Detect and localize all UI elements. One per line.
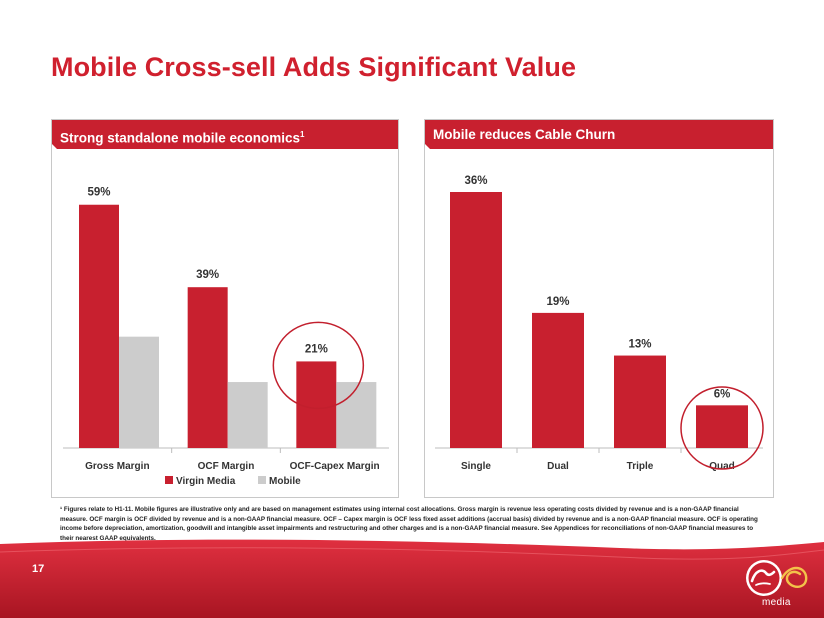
x-tick-label: Triple <box>627 461 654 472</box>
bar-virgin-media-gross-margin <box>79 204 119 448</box>
data-label-single: 36% <box>464 175 487 187</box>
bar-mobile-ocf-margin <box>227 382 268 448</box>
data-label-quad: 6% <box>714 388 731 400</box>
highlight-circle <box>680 386 764 470</box>
bar-virgin-media-ocf-capex-margin <box>296 361 337 448</box>
legend-label-mobile: Mobile <box>269 476 301 487</box>
bar-mobile-gross-margin <box>119 336 159 448</box>
bar-quad <box>696 405 748 448</box>
x-tick-label: Quad <box>709 461 735 472</box>
bar-mobile-ocf-capex-margin <box>336 382 377 448</box>
footnote: ¹ Figures relate to H1-11. Mobile figure… <box>60 506 758 542</box>
legend-swatch-virgin-media <box>165 476 173 484</box>
virgin-media-logo <box>746 560 808 596</box>
legend-swatch-mobile <box>258 476 266 484</box>
highlight-circle <box>272 321 365 410</box>
x-tick-label: OCF-Capex Margin <box>290 461 380 472</box>
left-panel-footnote-marker: 1 <box>300 130 305 139</box>
right-panel-header: Mobile reduces Cable Churn <box>425 120 773 149</box>
footer-band <box>0 539 824 618</box>
bar-single <box>450 192 502 448</box>
x-tick-label: OCF Margin <box>198 461 255 472</box>
left-panel: Strong standalone mobile economics1 59% G… <box>51 119 399 498</box>
x-tick-label: Single <box>461 461 491 472</box>
data-label-triple: 13% <box>628 339 651 351</box>
x-tick-label: Dual <box>547 461 569 472</box>
left-panel-header: Strong standalone mobile economics1 <box>52 120 398 149</box>
logo-media-text: media <box>762 597 791 608</box>
data-label-dual: 19% <box>546 296 569 308</box>
data-label-ocf-capex-margin: 21% <box>305 343 328 355</box>
margin-bar-chart: 59% Gross Margin 39% OCF Margin 21% OCF-Capex… <box>63 187 389 487</box>
data-label-ocf-margin: 39% <box>196 269 219 281</box>
churn-bar-chart: 36% Single 19% Dual 13% Triple 6% Quad <box>435 175 764 472</box>
left-panel-header-text: Strong standalone mobile economics <box>60 130 301 146</box>
page-number: 17 <box>32 563 45 575</box>
bar-virgin-media-ocf-margin <box>187 287 228 448</box>
data-label-gross-margin: 59% <box>87 187 110 199</box>
chart-legend: Virgin Media Mobile <box>165 476 301 487</box>
page-title: Mobile Cross-sell Adds Significant Value <box>51 52 577 82</box>
right-panel: Mobile reduces Cable Churn 36% Single 19% D… <box>424 119 774 498</box>
legend-label-virgin-media: Virgin Media <box>176 476 236 487</box>
x-tick-label: Gross Margin <box>85 461 149 472</box>
bar-dual <box>532 312 584 448</box>
bar-triple <box>614 355 666 448</box>
